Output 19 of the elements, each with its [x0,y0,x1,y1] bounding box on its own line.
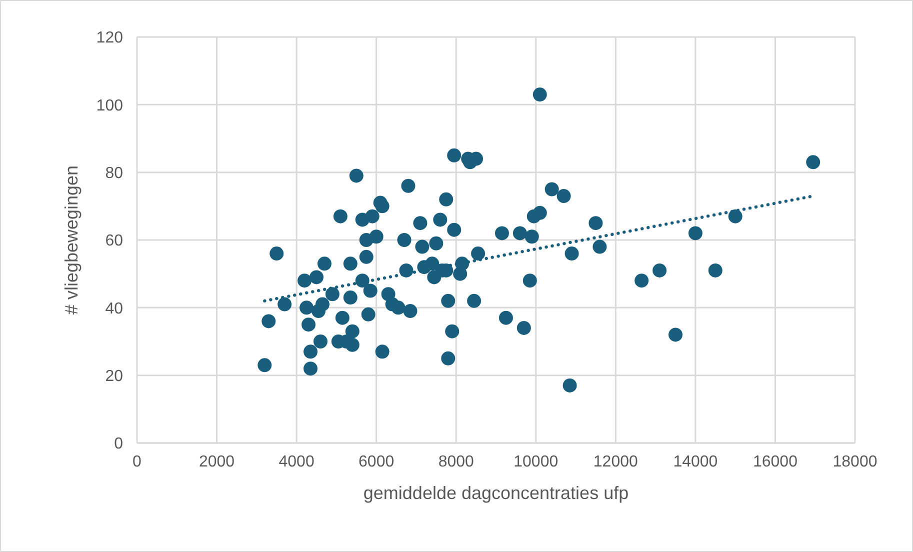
x-tick-label: 8000 [438,453,474,470]
y-tick-label: 120 [96,30,124,47]
x-tick-label: 12000 [593,453,638,470]
x-tick-label: 6000 [358,453,394,470]
x-tick-label: 18000 [832,453,878,470]
x-tick-label: 2000 [198,453,235,470]
y-tick-label: 60 [105,232,124,250]
x-tick-label: 0 [132,453,142,470]
x-tick-label: 14000 [673,453,718,470]
x-tick-label: 10000 [514,453,558,470]
y-tick-label: 20 [105,368,124,386]
y-tick-label: 100 [96,97,124,114]
x-tick-label: 4000 [278,453,314,470]
y-tick-label: 0 [114,436,124,453]
y-tick-label: 80 [105,165,124,182]
x-axis-title: gemiddelde dagconcentraties ufp [363,483,629,503]
x-tick-label: 16000 [752,453,798,470]
y-axis-title: # vliegbewegingen [61,165,82,315]
y-tick-label: 40 [105,300,124,318]
